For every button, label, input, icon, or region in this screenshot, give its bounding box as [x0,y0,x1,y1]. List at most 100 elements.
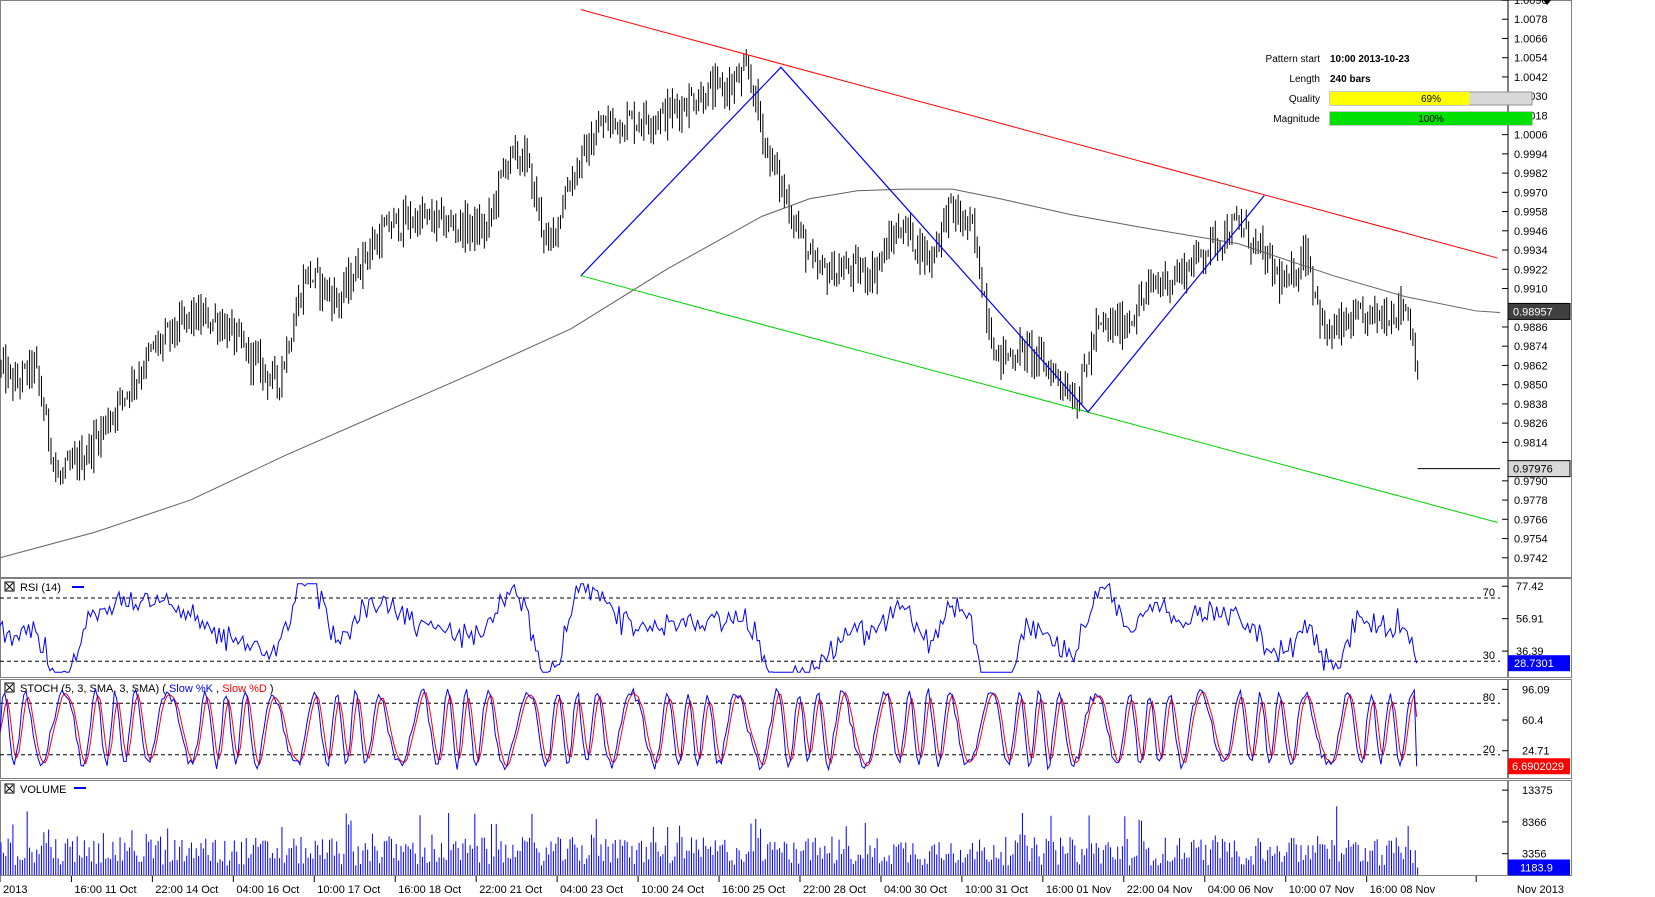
y-tick-label: 1.0054 [1514,53,1548,65]
rsi-y-tick-label: 77.42 [1516,581,1544,593]
stoch-slow-d-line [0,690,1418,767]
y-tick-label: 1.0090 [1514,0,1548,7]
quality-label: Quality [1289,94,1320,105]
rsi-line [0,582,1418,673]
stoch-pane[interactable]: STOCH (5, 3, SMA, 3, SMA) ( Slow %K , Sl… [0,680,1570,778]
price-y-axis: 1.00901.00781.00661.00541.00421.00301.00… [1502,0,1548,577]
stoch-slow-k-line [0,687,1418,772]
volume-pane-frame [0,780,1572,876]
y-tick-label: 1.0006 [1514,130,1548,142]
x-tick-label: 22:00 14 Oct [155,884,218,896]
price-value-tags: 0.98957 0.97976 [1507,302,1571,478]
y-tick-label: 1.0066 [1514,33,1548,45]
x-tick-label: 22:00 04 Nov [1127,884,1193,896]
pane-frames [0,0,1572,876]
x-tick-label: Nov 2013 [1517,884,1564,896]
stoch-level-label: 20 [1483,744,1495,756]
y-tick-label: 0.9886 [1514,322,1548,334]
stoch-legend-sep: , [216,683,222,695]
ma-value-tag: 0.98957 [1507,302,1571,320]
rsi-level-label: 70 [1483,587,1495,599]
stoch-value-tag-text: 6.6902029 [1512,761,1564,773]
stoch-title-group: STOCH (5, 3, SMA, 3, SMA) ( Slow %K , Sl… [20,683,274,695]
volume-close-icon-cross [5,784,14,793]
ma-value-tag-box [1507,302,1571,320]
x-tick-label: 16:00 11 Oct [74,884,136,896]
stoch-levels: 80 20 [0,692,1500,756]
rsi-value-tag [1508,655,1570,672]
y-tick-label: 0.9946 [1514,226,1548,238]
stoch-value-tag [1508,758,1570,775]
y-tick-label: 0.9814 [1514,437,1548,449]
stoch-close-icon-cross [5,683,14,692]
y-tick-label: 0.9958 [1514,207,1548,219]
volume-y-tick-label: 3356 [1522,849,1546,861]
pattern-info-box: Pattern start 10:00 2013-10-23 Length 24… [1266,54,1533,126]
y-tick-label: 0.9838 [1514,399,1548,411]
x-tick-label: 04:00 16 Oct [236,884,299,896]
pattern-start-label: Pattern start [1266,54,1321,65]
rsi-pane-frame [0,578,1572,678]
stoch-legend-d: Slow %D [222,683,267,695]
x-tick-label: 10:00 07 Nov [1289,884,1355,896]
quality-bar-fill [1330,92,1470,105]
rsi-y-tick-label: 56.91 [1516,614,1544,626]
magnitude-label: Magnitude [1273,114,1320,125]
x-tick-label: 16:00 18 Oct [398,884,461,896]
y-tick-label: 0.9874 [1514,341,1548,353]
price-ohlc-bars [0,49,1500,485]
ma-value-tag-text: 0.98957 [1513,306,1553,318]
moving-average-line [0,188,1501,559]
volume-y-tick-label: 13375 [1522,785,1553,797]
x-tick-label: 10:00 24 Oct [641,884,704,896]
rsi-value-tag-text: 28.7301 [1514,658,1554,670]
last-price-tag-box [1507,460,1571,478]
y-tick-label: 0.9790 [1514,476,1548,488]
x-tick-label: 16:00 08 Nov [1370,884,1436,896]
volume-bars [0,806,1419,875]
y-tick-label: 0.9910 [1514,284,1548,296]
pattern-zigzag-line [580,66,1265,413]
y-tick-label: 0.9766 [1514,514,1548,526]
stoch-y-axis: 96.09 60.4 24.71 6.6902029 [1502,680,1570,778]
volume-title: VOLUME [20,784,66,796]
stoch-level-label: 80 [1483,692,1495,704]
x-tick-label: 10:00 17 Oct [317,884,380,896]
stoch-title: STOCH (5, 3, SMA, 3, SMA) [20,683,159,695]
support-line [580,275,1498,523]
y-tick-label: 0.9778 [1514,495,1548,507]
y-tick-label: 0.9970 [1514,187,1548,199]
pattern-start-value: 10:00 2013-10-23 [1330,54,1410,65]
stoch-y-tick-label: 60.4 [1522,715,1543,727]
length-label: Length [1289,74,1320,85]
last-price-tag: 0.97976 [1507,460,1571,478]
y-tick-label: 0.9742 [1514,553,1548,565]
stoch-y-tick-label: 24.71 [1522,746,1550,758]
stoch-y-tick-label: 96.09 [1522,684,1550,696]
y-tick-label: 0.9826 [1514,418,1548,430]
resistance-line [580,9,1498,259]
stoch-legend-close: ) [270,683,274,695]
x-tick-label: 22:00 21 Oct [479,884,542,896]
magnitude-bar-fill [1330,112,1532,125]
rsi-close-icon-cross [5,582,14,591]
x-tick-label: 04:00 23 Oct [560,884,623,896]
magnitude-bar-text: 100% [1418,114,1444,125]
y-tick-label: 1.0078 [1514,14,1548,26]
rsi-level-label: 30 [1483,650,1495,662]
x-tick-label: 10:00 31 Oct [965,884,1028,896]
volume-value-tag-text: 1183.9 [1520,862,1553,874]
x-tick-label: 04:00 06 Nov [1208,884,1274,896]
stoch-legend-k: Slow %K [169,683,214,695]
last-price-tag-text: 0.97976 [1513,464,1553,476]
volume-value-tag [1508,859,1570,876]
price-pane[interactable]: 1.00901.00781.00661.00541.00421.00301.00… [0,0,1571,577]
x-tick-label: 04:00 30 Oct [884,884,947,896]
time-x-axis: 2013 16:00 11 Oct 22:00 14 Oct 04:00 16 Oct… [0,876,1564,896]
x-tick-label: 22:00 28 Oct [803,884,866,896]
